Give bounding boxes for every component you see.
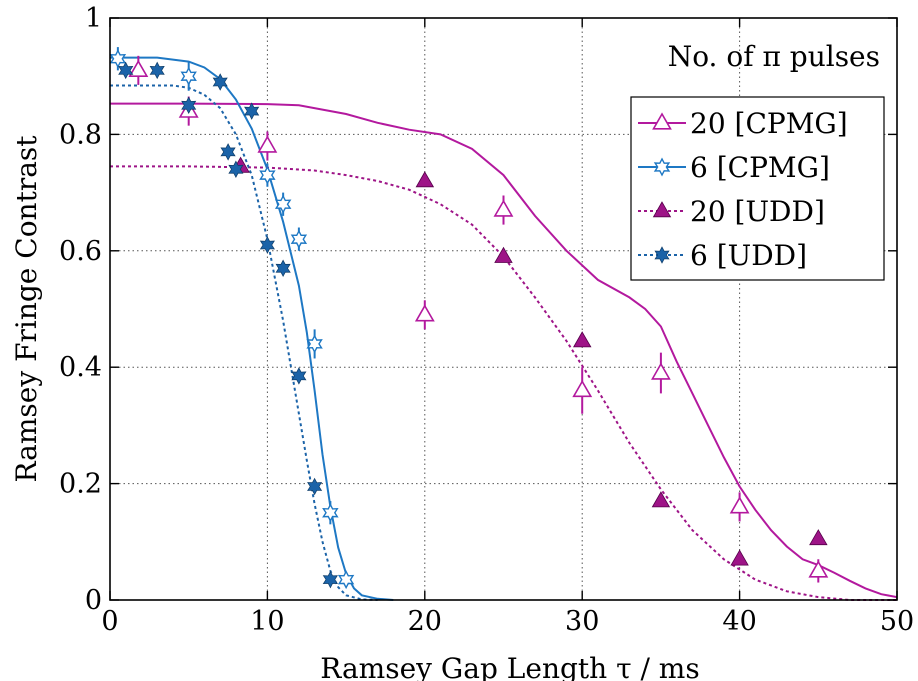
data-point bbox=[275, 259, 291, 278]
x-tick-label: 0 bbox=[101, 606, 118, 637]
x-tick-label: 50 bbox=[880, 606, 914, 637]
data-point bbox=[651, 491, 671, 508]
grid bbox=[110, 18, 897, 600]
legend-title: No. of π pulses bbox=[668, 40, 880, 73]
legend-label: 6 [CPMG] bbox=[690, 151, 830, 184]
fit-curve-series-2 bbox=[110, 165, 897, 601]
data-point bbox=[415, 171, 435, 188]
plot-frame bbox=[109, 17, 898, 601]
x-axis-title: Ramsey Gap Length τ / ms bbox=[320, 652, 699, 681]
legend-box bbox=[630, 96, 885, 281]
legend-marker bbox=[653, 157, 671, 177]
data-point bbox=[322, 503, 339, 523]
y-tick-label: 1 bbox=[85, 3, 102, 34]
legend-label: 20 [CPMG] bbox=[690, 107, 848, 140]
data-point bbox=[729, 496, 750, 514]
data-point bbox=[212, 73, 228, 91]
x-tick-label: 10 bbox=[250, 606, 284, 637]
data-point bbox=[337, 570, 355, 590]
data-point bbox=[118, 61, 134, 80]
data-point bbox=[290, 229, 308, 249]
legend-entries: 20 [CPMG] 6 [CPMG] 20 [UDD] 6 [UDD] bbox=[638, 107, 848, 272]
data-markers bbox=[109, 49, 829, 590]
y-tick-label: 0 bbox=[85, 585, 102, 616]
data-point bbox=[730, 549, 749, 566]
data-point bbox=[572, 379, 593, 398]
data-point bbox=[257, 135, 278, 153]
legend-marker bbox=[652, 201, 672, 218]
fit-curve-series-1 bbox=[110, 56, 394, 601]
data-point bbox=[493, 199, 514, 217]
data-point bbox=[307, 477, 323, 496]
legend-marker bbox=[654, 246, 670, 264]
x-tick-label: 40 bbox=[722, 606, 756, 637]
axis-ticks bbox=[109, 17, 898, 601]
tick-labels: 0 10 20 30 40 50 0 0.2 0.4 0.6 0.8 1 bbox=[59, 3, 914, 637]
data-point bbox=[808, 560, 829, 578]
fit-curve-series-3 bbox=[110, 84, 378, 601]
data-point bbox=[809, 529, 828, 546]
data-point bbox=[228, 160, 244, 179]
data-point bbox=[244, 102, 260, 120]
data-point bbox=[651, 362, 671, 380]
data-point bbox=[181, 96, 197, 115]
y-tick-label: 0.8 bbox=[59, 119, 102, 150]
data-point bbox=[274, 194, 292, 214]
x-tick-label: 30 bbox=[565, 606, 599, 637]
y-tick-label: 0.4 bbox=[59, 352, 102, 383]
data-point bbox=[149, 61, 165, 80]
data-point bbox=[414, 304, 435, 322]
legend-marker bbox=[652, 112, 672, 130]
data-point bbox=[109, 49, 127, 69]
legend-label: 20 [UDD] bbox=[690, 195, 825, 228]
data-point bbox=[306, 334, 323, 354]
data-point bbox=[220, 143, 236, 161]
y-axis-title: Ramsey Fringe Contrast bbox=[10, 135, 43, 483]
data-point bbox=[128, 59, 149, 77]
data-point bbox=[259, 165, 276, 185]
data-point bbox=[259, 236, 275, 254]
y-tick-label: 0.6 bbox=[59, 236, 102, 267]
y-tick-label: 0.2 bbox=[59, 469, 102, 500]
data-point bbox=[494, 246, 513, 263]
data-point bbox=[291, 367, 307, 385]
data-point bbox=[180, 66, 197, 86]
legend-label: 6 [UDD] bbox=[690, 239, 807, 272]
data-point bbox=[573, 331, 592, 348]
data-point bbox=[322, 570, 338, 589]
legend: No. of π pulses 20 [CPMG] 6 [CPMG] 20 [UDD… bbox=[630, 40, 885, 281]
x-tick-label: 20 bbox=[408, 606, 442, 637]
